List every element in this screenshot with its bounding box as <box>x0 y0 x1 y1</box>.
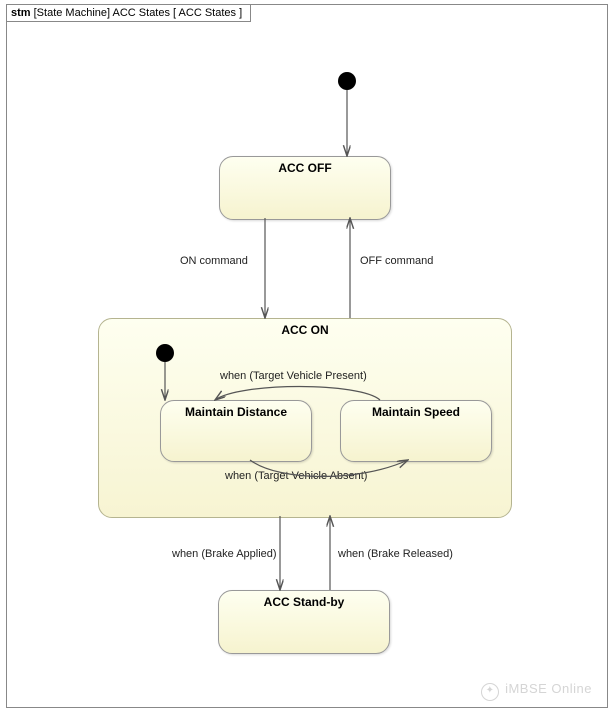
initial-pseudostate-outer <box>338 72 356 90</box>
frame-keyword: stm <box>11 7 31 19</box>
state-maintain-distance: Maintain Distance <box>160 400 312 462</box>
state-maintain-speed: Maintain Speed <box>340 400 492 462</box>
transition-label-target-absent: when (Target Vehicle Absent) <box>225 470 367 482</box>
frame-params: [ ACC States ] <box>173 7 242 19</box>
state-acc-standby: ACC Stand-by <box>218 590 390 654</box>
watermark-icon: ✦ <box>481 683 499 701</box>
frame-name: ACC States <box>113 7 170 19</box>
frame-context: [State Machine] <box>34 7 110 19</box>
state-acc-on-label: ACC ON <box>99 323 511 337</box>
frame-title-tab: stm [State Machine] ACC States [ ACC Sta… <box>7 5 251 22</box>
state-maintain-distance-label: Maintain Distance <box>161 405 311 419</box>
transition-label-target-present: when (Target Vehicle Present) <box>220 370 367 382</box>
initial-pseudostate-inner <box>156 344 174 362</box>
state-acc-off-label: ACC OFF <box>220 161 390 175</box>
transition-label-on-command: ON command <box>180 255 248 267</box>
state-acc-standby-label: ACC Stand-by <box>219 595 389 609</box>
state-maintain-speed-label: Maintain Speed <box>341 405 491 419</box>
state-acc-off: ACC OFF <box>219 156 391 220</box>
transition-label-brake-applied: when (Brake Applied) <box>172 548 277 560</box>
transition-label-brake-released: when (Brake Released) <box>338 548 453 560</box>
watermark-text: iMBSE Online <box>505 681 592 696</box>
transition-label-off-command: OFF command <box>360 255 433 267</box>
watermark: ✦ iMBSE Online <box>481 681 592 701</box>
